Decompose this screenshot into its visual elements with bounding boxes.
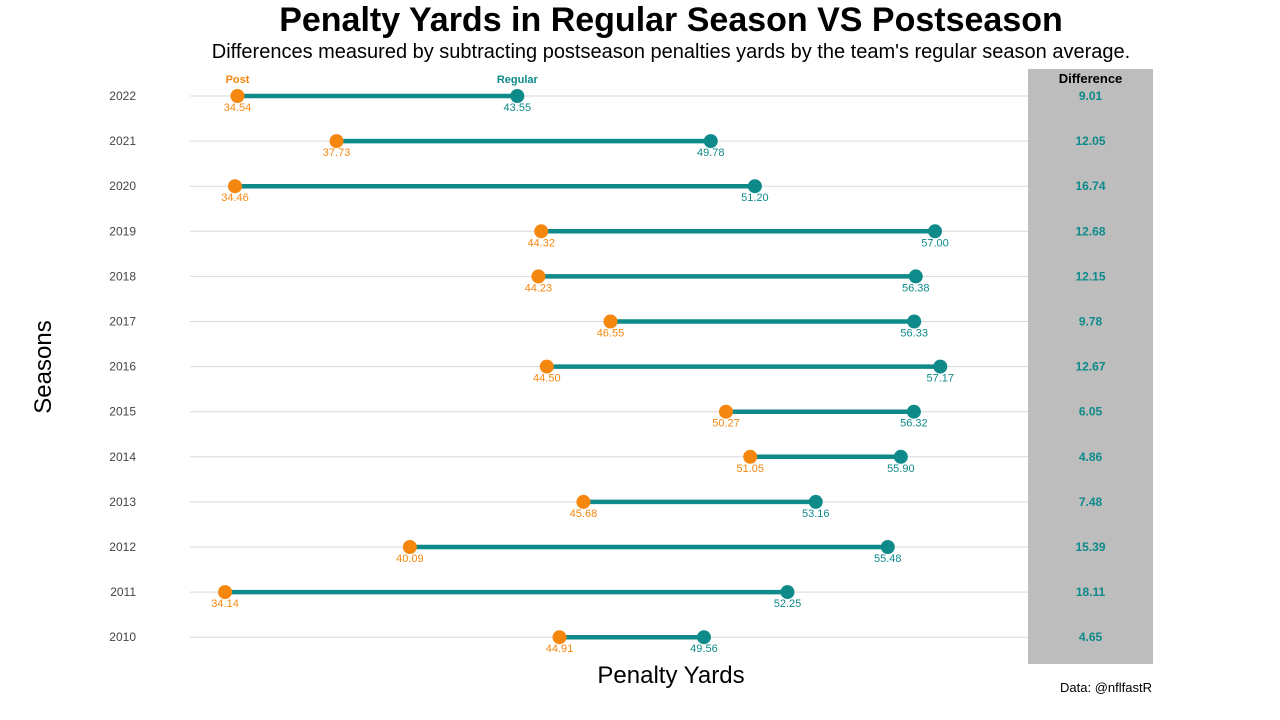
post-value-label: 45.68 — [570, 508, 598, 520]
regular-value-label: 56.32 — [900, 418, 928, 430]
y-tick-label: 2015 — [109, 405, 136, 419]
y-tick-label: 2020 — [109, 179, 136, 193]
y-tick-label: 2016 — [109, 360, 136, 374]
regular-point — [747, 179, 762, 194]
difference-value: 4.65 — [1079, 630, 1103, 644]
post-point — [230, 89, 245, 103]
regular-point — [510, 89, 525, 103]
post-value-label: 44.32 — [527, 237, 555, 249]
post-point — [218, 585, 233, 600]
regular-point — [893, 449, 908, 464]
post-point — [329, 134, 344, 149]
regular-value-label: 52.25 — [774, 598, 802, 610]
difference-value: 12.05 — [1075, 134, 1105, 148]
post-value-label: 46.55 — [597, 328, 625, 340]
post-point — [228, 179, 242, 194]
post-point — [531, 269, 546, 284]
regular-point — [933, 359, 948, 374]
chart-title: Penalty Yards in Regular Season VS Posts… — [279, 1, 1063, 39]
regular-point — [696, 630, 711, 645]
y-tick-label: 2017 — [109, 315, 136, 329]
post-value-label: 34.54 — [224, 102, 252, 114]
post-value-label: 34.14 — [211, 598, 239, 610]
y-tick-label: 2013 — [109, 495, 136, 509]
regular-point — [808, 494, 823, 509]
regular-point — [880, 540, 895, 554]
y-tick-label: 2010 — [109, 630, 136, 644]
difference-value: 9.01 — [1079, 89, 1103, 103]
difference-panel — [1028, 69, 1153, 664]
regular-point — [703, 134, 718, 149]
difference-header: Difference — [1059, 71, 1123, 86]
post-point — [402, 540, 417, 554]
x-axis-label: Penalty Yards — [597, 662, 745, 689]
post-point — [743, 449, 758, 464]
difference-value: 16.74 — [1075, 179, 1105, 193]
regular-value-label: 49.78 — [697, 147, 725, 159]
post-point — [603, 314, 618, 329]
regular-value-label: 43.55 — [504, 102, 532, 114]
regular-value-label: 49.56 — [690, 643, 718, 655]
post-value-label: 34.46 — [221, 192, 249, 204]
regular-value-label: 57.17 — [927, 373, 955, 385]
chart-subtitle: Differences measured by subtracting post… — [211, 41, 1131, 63]
post-point — [539, 359, 554, 374]
y-tick-label: 2019 — [109, 224, 136, 238]
post-value-label: 44.91 — [546, 643, 574, 655]
regular-point — [780, 585, 795, 600]
y-tick-label: 2012 — [109, 540, 136, 554]
regular-value-label: 56.33 — [900, 328, 928, 340]
difference-value: 4.86 — [1079, 450, 1103, 464]
regular-point — [907, 314, 922, 329]
difference-value: 15.39 — [1075, 540, 1105, 554]
post-value-label: 50.27 — [712, 418, 740, 430]
data-source-caption: Data: @nflfastR — [1060, 680, 1152, 695]
post-value-label: 37.73 — [323, 147, 351, 159]
post-value-label: 44.23 — [525, 282, 553, 294]
regular-value-label: 53.16 — [802, 508, 830, 520]
difference-value: 7.48 — [1079, 495, 1103, 509]
difference-value: 9.78 — [1079, 315, 1103, 329]
difference-value: 18.11 — [1076, 585, 1106, 599]
regular-value-label: 55.48 — [874, 553, 902, 565]
regular-value-label: 55.90 — [887, 463, 915, 475]
regular-point — [908, 269, 923, 284]
post-point — [576, 494, 591, 509]
post-point — [534, 224, 549, 239]
difference-value: 12.15 — [1075, 269, 1105, 283]
y-tick-label: 2022 — [109, 89, 136, 103]
y-tick-label: 2011 — [110, 585, 136, 599]
regular-point — [906, 404, 921, 419]
post-series-label: Post — [226, 74, 250, 86]
regular-point — [928, 224, 942, 239]
difference-value: 12.67 — [1075, 360, 1105, 374]
y-tick-label: 2018 — [109, 269, 136, 283]
y-tick-label: 2014 — [109, 450, 136, 464]
difference-value: 12.68 — [1075, 224, 1105, 238]
post-value-label: 40.09 — [396, 553, 424, 565]
post-value-label: 51.05 — [736, 463, 764, 475]
post-point — [552, 630, 567, 645]
regular-series-label: Regular — [497, 74, 539, 86]
regular-value-label: 56.38 — [902, 282, 930, 294]
difference-value: 6.05 — [1079, 405, 1103, 419]
regular-value-label: 57.00 — [921, 237, 949, 249]
y-tick-label: 2021 — [109, 134, 136, 148]
regular-value-label: 51.20 — [741, 192, 769, 204]
post-point — [718, 404, 733, 419]
post-value-label: 44.50 — [533, 373, 561, 385]
